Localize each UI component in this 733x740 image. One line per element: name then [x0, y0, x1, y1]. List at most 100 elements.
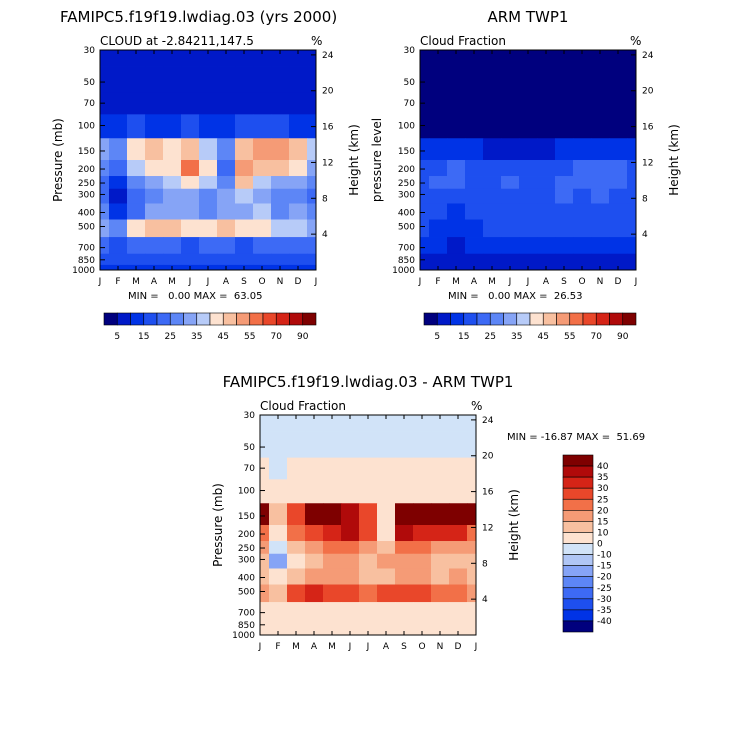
y-tick-label: 200 — [238, 530, 255, 540]
x-tick-label: N — [597, 277, 604, 287]
field-cell — [163, 203, 182, 220]
field-cell — [323, 553, 342, 569]
field-cell — [447, 188, 466, 204]
field-cell — [260, 584, 270, 603]
colorbar-box — [562, 587, 594, 600]
panel-diff-title: FAMIPC5.f19f19.lwdiag.03 - ARM TWP1 — [223, 373, 514, 391]
field-cell — [289, 219, 308, 238]
field-cell — [467, 553, 477, 569]
field-cell — [537, 92, 556, 115]
field-cell — [109, 176, 128, 190]
x-tick-label: J — [634, 277, 638, 287]
field-cell — [627, 219, 637, 238]
field-cell — [465, 219, 484, 238]
field-cell — [591, 92, 610, 115]
field-cell — [260, 457, 270, 480]
field-cell — [305, 457, 324, 480]
colorbar-box — [262, 312, 277, 326]
field-cell — [483, 114, 502, 139]
field-cell — [307, 219, 317, 238]
field-cell — [609, 203, 628, 220]
field-cell — [127, 92, 146, 115]
x-tick-label: J — [98, 277, 102, 287]
field-cell — [163, 50, 182, 67]
panel-obs-ylabel: pressure level — [370, 118, 384, 202]
field-cell — [431, 503, 450, 526]
field-cell — [260, 431, 270, 458]
field-cell — [217, 237, 236, 255]
y-tick-label: 250 — [398, 179, 415, 189]
field-cell — [519, 50, 538, 67]
x-tick-label: A — [383, 642, 390, 652]
field-cell — [271, 253, 290, 266]
field-cell — [199, 114, 218, 139]
field-cell — [199, 50, 218, 67]
field-cell — [181, 160, 200, 177]
y-tick-label: 50 — [244, 443, 256, 453]
field-cell — [447, 92, 466, 115]
field-cell — [609, 66, 628, 93]
panel-diff-ylabel-right: Height (km) — [507, 489, 521, 560]
field-cell — [359, 541, 378, 555]
field-cell — [217, 160, 236, 177]
field-cell — [609, 188, 628, 204]
field-cell — [359, 479, 378, 504]
field-cell — [395, 618, 414, 631]
colorbar-box — [562, 620, 594, 633]
field-cell — [465, 160, 484, 177]
field-cell — [573, 237, 592, 255]
y-right-tick-label: 24 — [322, 51, 334, 61]
field-cell — [413, 584, 432, 603]
field-cell — [271, 92, 290, 115]
field-cell — [305, 553, 324, 569]
colorbar-label: 90 — [297, 332, 309, 342]
colorbar-label: 35 — [597, 473, 608, 483]
field-cell — [323, 415, 342, 432]
field-cell — [235, 176, 254, 190]
field-cell — [483, 176, 502, 190]
field-cell — [483, 160, 502, 177]
field-cell — [289, 138, 308, 161]
field-cell — [145, 188, 164, 204]
field-cell — [289, 92, 308, 115]
field-cell — [359, 602, 378, 620]
field-cell — [305, 568, 324, 585]
field-cell — [555, 237, 574, 255]
field-cell — [609, 92, 628, 115]
field-cell — [573, 160, 592, 177]
x-tick-label: N — [277, 277, 284, 287]
field-cell — [483, 138, 502, 161]
field-cell — [305, 415, 324, 432]
field-cell — [555, 50, 574, 67]
colorbar-box — [302, 312, 317, 326]
y-right-tick-label: 24 — [482, 416, 494, 426]
x-tick-label: J — [314, 277, 318, 287]
field-cell — [413, 415, 432, 432]
y-tick-label: 100 — [398, 122, 415, 132]
x-tick-label: J — [348, 642, 352, 652]
field-cell — [269, 602, 288, 620]
field-cell — [287, 553, 306, 569]
field-cell — [483, 92, 502, 115]
panel-obs-stats: MIN = 0.00 MAX = 26.53 — [448, 291, 582, 302]
field-cell — [145, 160, 164, 177]
x-tick-label: J — [188, 277, 192, 287]
y-tick-label: 700 — [398, 244, 415, 254]
panel-obs-subtitle: Cloud Fraction — [420, 34, 506, 48]
field-cell — [377, 503, 396, 526]
colorbar-box — [503, 312, 518, 326]
field-cell — [501, 114, 520, 139]
field-cell — [163, 66, 182, 93]
field-cell — [537, 66, 556, 93]
colorbar-box — [476, 312, 491, 326]
field-cell — [271, 219, 290, 238]
field-cell — [395, 568, 414, 585]
panel-diff: FAMIPC5.f19f19.lwdiag.03 - ARM TWP1 Clou… — [211, 373, 645, 652]
field-cell — [420, 160, 430, 177]
colorbar-box — [609, 312, 624, 326]
field-cell — [289, 237, 308, 255]
field-cell — [199, 138, 218, 161]
